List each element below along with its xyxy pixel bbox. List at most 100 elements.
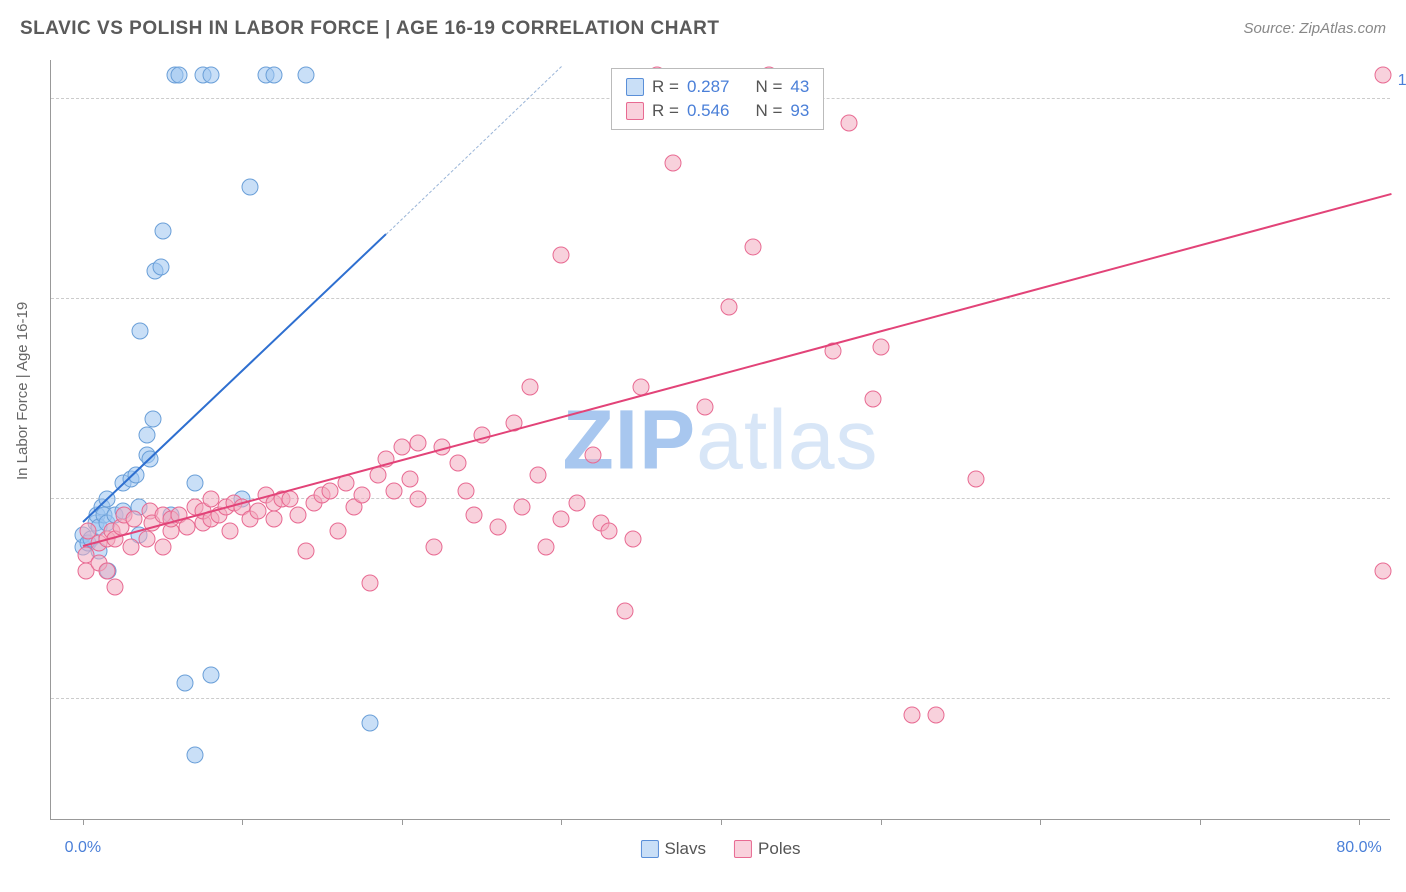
data-point (178, 519, 195, 536)
data-point (282, 491, 299, 508)
legend-r-value: 0.546 (687, 101, 730, 121)
x-tick (721, 819, 722, 825)
data-point (106, 579, 123, 596)
legend-r-value: 0.287 (687, 77, 730, 97)
data-point (513, 499, 530, 516)
data-point (625, 531, 642, 548)
data-point (186, 475, 203, 492)
stats-legend: R = 0.287 N = 43 R = 0.546 N = 93 (611, 68, 824, 130)
data-point (177, 675, 194, 692)
legend-n-value: 93 (790, 101, 809, 121)
data-point (298, 543, 315, 560)
data-point (720, 299, 737, 316)
data-point (202, 491, 219, 508)
data-point (465, 507, 482, 524)
data-point (457, 483, 474, 500)
data-point (138, 531, 155, 548)
legend-r-label: R = (652, 101, 679, 121)
watermark: ZIPatlas (562, 391, 878, 488)
data-point (98, 563, 115, 580)
data-point (322, 483, 339, 500)
data-point (153, 259, 170, 276)
data-point (122, 539, 139, 556)
data-point (202, 67, 219, 84)
x-tick (1359, 819, 1360, 825)
source-attribution: Source: ZipAtlas.com (1243, 20, 1386, 37)
y-tick-label: 100.0% (1396, 72, 1406, 90)
data-point (744, 239, 761, 256)
data-point (697, 399, 714, 416)
x-tick (1200, 819, 1201, 825)
legend-label: Slavs (664, 839, 706, 859)
legend-n-value: 43 (790, 77, 809, 97)
data-point (125, 511, 142, 528)
gridline-h (51, 298, 1390, 299)
data-point (968, 471, 985, 488)
legend-swatch (640, 840, 658, 858)
x-tick (1040, 819, 1041, 825)
legend-swatch (626, 78, 644, 96)
data-point (393, 439, 410, 456)
legend-n-label: N = (755, 101, 782, 121)
data-point (266, 67, 283, 84)
data-point (840, 115, 857, 132)
trend-line (386, 66, 562, 235)
trend-line (83, 193, 1392, 547)
data-point (132, 323, 149, 340)
data-point (202, 667, 219, 684)
data-point (186, 747, 203, 764)
data-point (409, 435, 426, 452)
data-point (362, 575, 379, 592)
y-axis-label: In Labor Force | Age 16-19 (14, 302, 31, 480)
data-point (529, 467, 546, 484)
data-point (601, 523, 618, 540)
data-point (489, 519, 506, 536)
data-point (385, 483, 402, 500)
x-tick (83, 819, 84, 825)
data-point (242, 179, 259, 196)
legend-item: Slavs (640, 839, 706, 859)
data-point (354, 487, 371, 504)
data-point (585, 447, 602, 464)
stats-legend-row: R = 0.287 N = 43 (626, 75, 809, 99)
data-point (154, 223, 171, 240)
data-point (425, 539, 442, 556)
legend-item: Poles (734, 839, 801, 859)
x-tick-label: 0.0% (65, 839, 101, 857)
data-point (553, 247, 570, 264)
stats-legend-row: R = 0.546 N = 93 (626, 99, 809, 123)
data-point (250, 503, 267, 520)
data-point (221, 523, 238, 540)
data-point (170, 67, 187, 84)
legend-n-label: N = (755, 77, 782, 97)
data-point (401, 471, 418, 488)
data-point (154, 539, 171, 556)
data-point (904, 707, 921, 724)
gridline-h (51, 698, 1390, 699)
data-point (521, 379, 538, 396)
data-point (665, 155, 682, 172)
data-point (553, 511, 570, 528)
series-legend: Slavs Poles (640, 839, 800, 859)
data-point (298, 67, 315, 84)
x-tick (402, 819, 403, 825)
data-point (569, 495, 586, 512)
data-point (290, 507, 307, 524)
data-point (617, 603, 634, 620)
data-point (1375, 67, 1392, 84)
legend-swatch (734, 840, 752, 858)
legend-label: Poles (758, 839, 801, 859)
data-point (1375, 563, 1392, 580)
data-point (864, 391, 881, 408)
y-tick-label: 25.0% (1396, 672, 1406, 690)
y-tick-label: 75.0% (1396, 272, 1406, 290)
data-point (928, 707, 945, 724)
data-point (330, 523, 347, 540)
data-point (266, 511, 283, 528)
data-point (537, 539, 554, 556)
legend-swatch (626, 102, 644, 120)
legend-r-label: R = (652, 77, 679, 97)
data-point (449, 455, 466, 472)
data-point (409, 491, 426, 508)
x-tick-label: 80.0% (1336, 839, 1381, 857)
